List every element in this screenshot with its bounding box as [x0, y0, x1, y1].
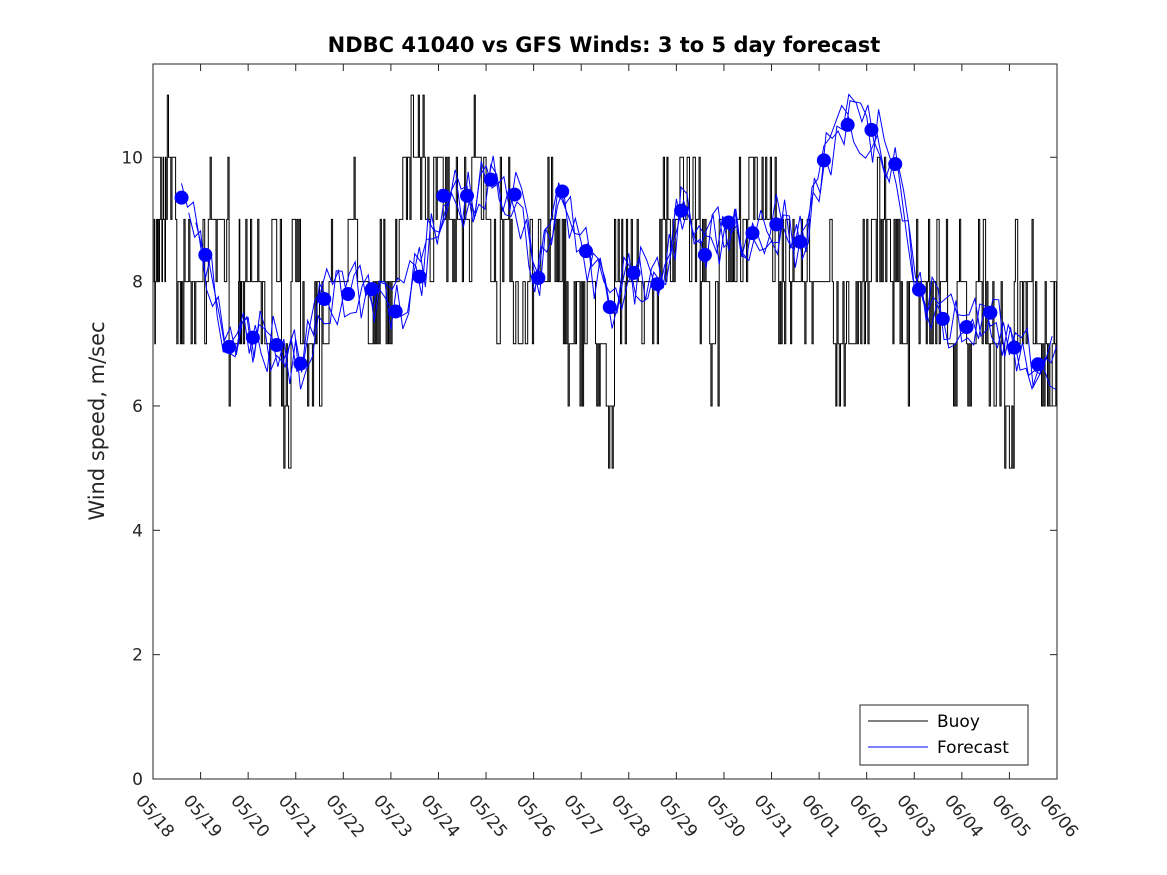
forecast-point [959, 319, 974, 334]
legend-box [859, 704, 1029, 766]
forecast-point [388, 304, 403, 319]
forecast-point [840, 117, 855, 132]
forecast-point [293, 356, 308, 371]
legend-forecast-label: Forecast [937, 738, 1009, 758]
forecast-point [483, 172, 498, 187]
plot-frame [152, 63, 1058, 780]
forecast-point [341, 287, 356, 302]
forecast-point [650, 277, 665, 292]
forecast-line [188, 93, 1058, 389]
forecast-point [626, 265, 641, 280]
forecast-point [697, 247, 712, 262]
forecast-point [721, 215, 736, 230]
forecast-point [983, 305, 998, 320]
forecast-point [317, 292, 332, 307]
forecast-point [555, 184, 570, 199]
forecast-point [602, 300, 617, 315]
forecast-point [1007, 340, 1022, 355]
buoy-line [153, 94, 1057, 469]
chart-title: NDBC 41040 vs GFS Winds: 3 to 5 day fore… [328, 33, 881, 57]
forecast-point [507, 187, 522, 202]
forecast-point [1030, 357, 1045, 372]
y-tick-label: 2 [132, 646, 143, 666]
forecast-point [222, 339, 237, 354]
forecast-point [674, 203, 689, 218]
y-tick-label: 10 [121, 148, 143, 168]
series-layer [153, 93, 1058, 469]
y-tick-label: 6 [132, 397, 143, 417]
plot-area [153, 64, 1057, 779]
y-tick-label: 0 [132, 770, 143, 790]
forecast-point [578, 244, 593, 259]
y-tick-label: 4 [132, 521, 143, 541]
forecast-point [269, 338, 284, 353]
legend: Buoy Forecast [859, 704, 1029, 766]
forecast-point [412, 269, 427, 284]
forecast-point [436, 188, 451, 203]
forecast-point [816, 153, 831, 168]
forecast-point [793, 234, 808, 249]
forecast-point [245, 330, 260, 345]
forecast-line [195, 100, 1053, 377]
forecast-point [935, 311, 950, 326]
forecast-point [745, 226, 760, 241]
forecast-point [864, 122, 879, 137]
forecast-point [174, 190, 189, 205]
y-axis-label: Wind speed, m/sec [85, 321, 109, 520]
forecast-point [364, 282, 379, 297]
forecast-point [460, 188, 475, 203]
legend-buoy-label: Buoy [937, 712, 980, 732]
forecast-point [198, 247, 213, 262]
forecast-point [531, 270, 546, 285]
y-tick-label: 8 [132, 273, 143, 293]
forecast-point [888, 157, 903, 172]
forecast-point [769, 217, 784, 232]
forecast-point [912, 282, 927, 297]
